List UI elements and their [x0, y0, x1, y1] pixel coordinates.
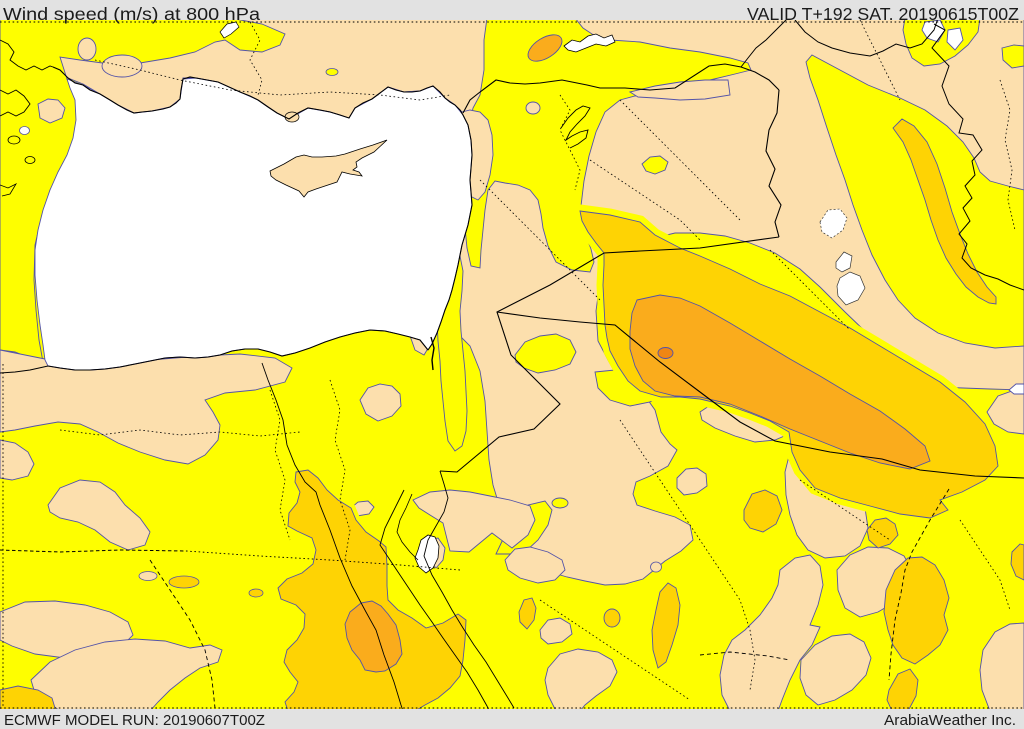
svg-text:VALID T+192 SAT. 20190615T00Z: VALID T+192 SAT. 20190615T00Z — [747, 4, 1019, 24]
svg-text:ArabiaWeather Inc.: ArabiaWeather Inc. — [884, 713, 1016, 729]
svg-text:Wind speed (m/s) at 800 hPa: Wind speed (m/s) at 800 hPa — [3, 4, 260, 24]
svg-text:ECMWF MODEL RUN: 20190607T00Z: ECMWF MODEL RUN: 20190607T00Z — [4, 713, 265, 729]
